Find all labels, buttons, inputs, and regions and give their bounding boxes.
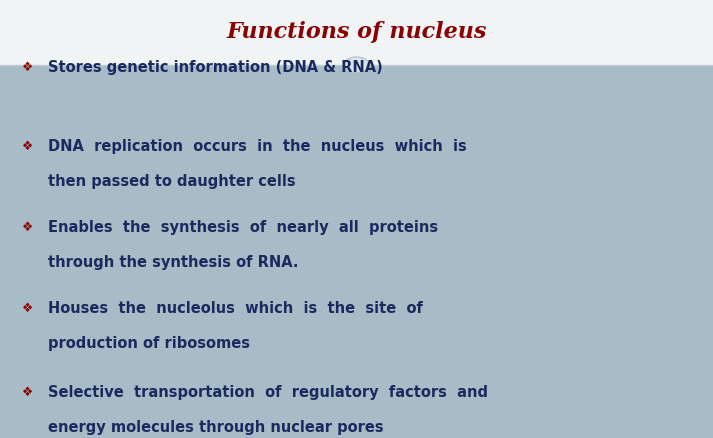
Text: ❖: ❖: [21, 302, 33, 315]
Bar: [0, 0, 713, 65]
Text: DNA  replication  occurs  in  the  nucleus  which  is: DNA replication occurs in the nucleus wh…: [48, 139, 467, 154]
Text: then passed to daughter cells: then passed to daughter cells: [48, 174, 296, 189]
Text: Functions of nucleus: Functions of nucleus: [226, 21, 487, 43]
Circle shape: [344, 57, 369, 73]
Text: ❖: ❖: [21, 140, 33, 153]
Text: ❖: ❖: [21, 61, 33, 74]
Text: Houses  the  nucleolus  which  is  the  site  of: Houses the nucleolus which is the site o…: [48, 301, 424, 316]
Text: energy molecules through nuclear pores: energy molecules through nuclear pores: [48, 420, 384, 434]
Text: ❖: ❖: [21, 221, 33, 234]
Text: Selective  transportation  of  regulatory  factors  and: Selective transportation of regulatory f…: [48, 385, 488, 399]
Text: ❖: ❖: [21, 385, 33, 399]
Text: production of ribosomes: production of ribosomes: [48, 336, 250, 351]
Text: through the synthesis of RNA.: through the synthesis of RNA.: [48, 255, 299, 270]
Text: Enables  the  synthesis  of  nearly  all  proteins: Enables the synthesis of nearly all prot…: [48, 220, 438, 235]
Bar: [0, 65, 713, 438]
Text: Stores genetic information (DNA & RNA): Stores genetic information (DNA & RNA): [48, 60, 383, 75]
